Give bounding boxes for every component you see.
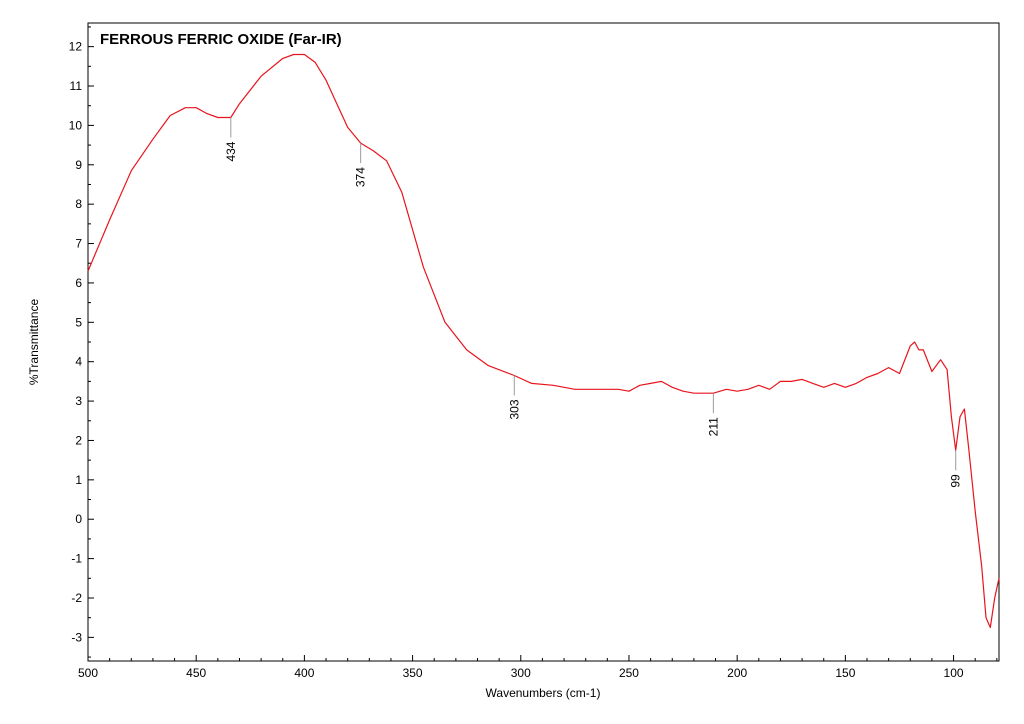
y-tick-label: 8 [75, 197, 82, 211]
x-tick-label: 200 [727, 666, 747, 680]
y-tick-label: -2 [71, 591, 82, 605]
x-tick-label: 150 [835, 666, 855, 680]
series-layer [87, 53, 1000, 629]
y-tick-label: 9 [75, 158, 82, 172]
y-tick-label: -3 [71, 630, 82, 644]
y-tick-label: 4 [75, 355, 82, 369]
x-tick-label: 450 [186, 666, 206, 680]
x-tick-label: 250 [619, 666, 639, 680]
peak-label: 374 [354, 167, 368, 187]
x-tick-label: 100 [944, 666, 964, 680]
x-axis-title: Wavenumbers (cm-1) [486, 686, 601, 700]
y-tick-label: 10 [69, 118, 83, 132]
y-tick-label: 12 [69, 40, 83, 54]
plot-frame [87, 22, 1000, 662]
peak-label: 211 [706, 417, 720, 436]
y-tick-label: 0 [75, 512, 82, 526]
y-tick-label: -1 [71, 552, 82, 566]
peak-label: 303 [507, 399, 521, 419]
y-tick-label: 5 [75, 315, 82, 329]
y-tick-label: 11 [70, 79, 83, 93]
y-tick-label: 2 [75, 433, 82, 447]
y-tick-label: 7 [75, 237, 82, 251]
peak-label: 99 [949, 474, 963, 488]
peak-labels: 434 374 303 211 99 [224, 117, 963, 488]
y-axis-title: %Transmittance [27, 299, 41, 386]
y-tick-label: 6 [75, 276, 82, 290]
y-tick-label: 3 [75, 394, 82, 408]
y-tick-label: 1 [75, 473, 82, 487]
chart-title: FERROUS FERRIC OXIDE (Far-IR) [100, 31, 342, 48]
peak-label: 434 [224, 141, 238, 161]
spectrum-line [87, 53, 1000, 629]
x-tick-label: 500 [78, 666, 98, 680]
x-tick-label: 400 [294, 666, 314, 680]
x-tick-label: 300 [511, 666, 531, 680]
x-axis-ticks: 500 450 400 350 300 250 200 150 100 [78, 655, 998, 680]
x-tick-label: 350 [403, 666, 423, 680]
